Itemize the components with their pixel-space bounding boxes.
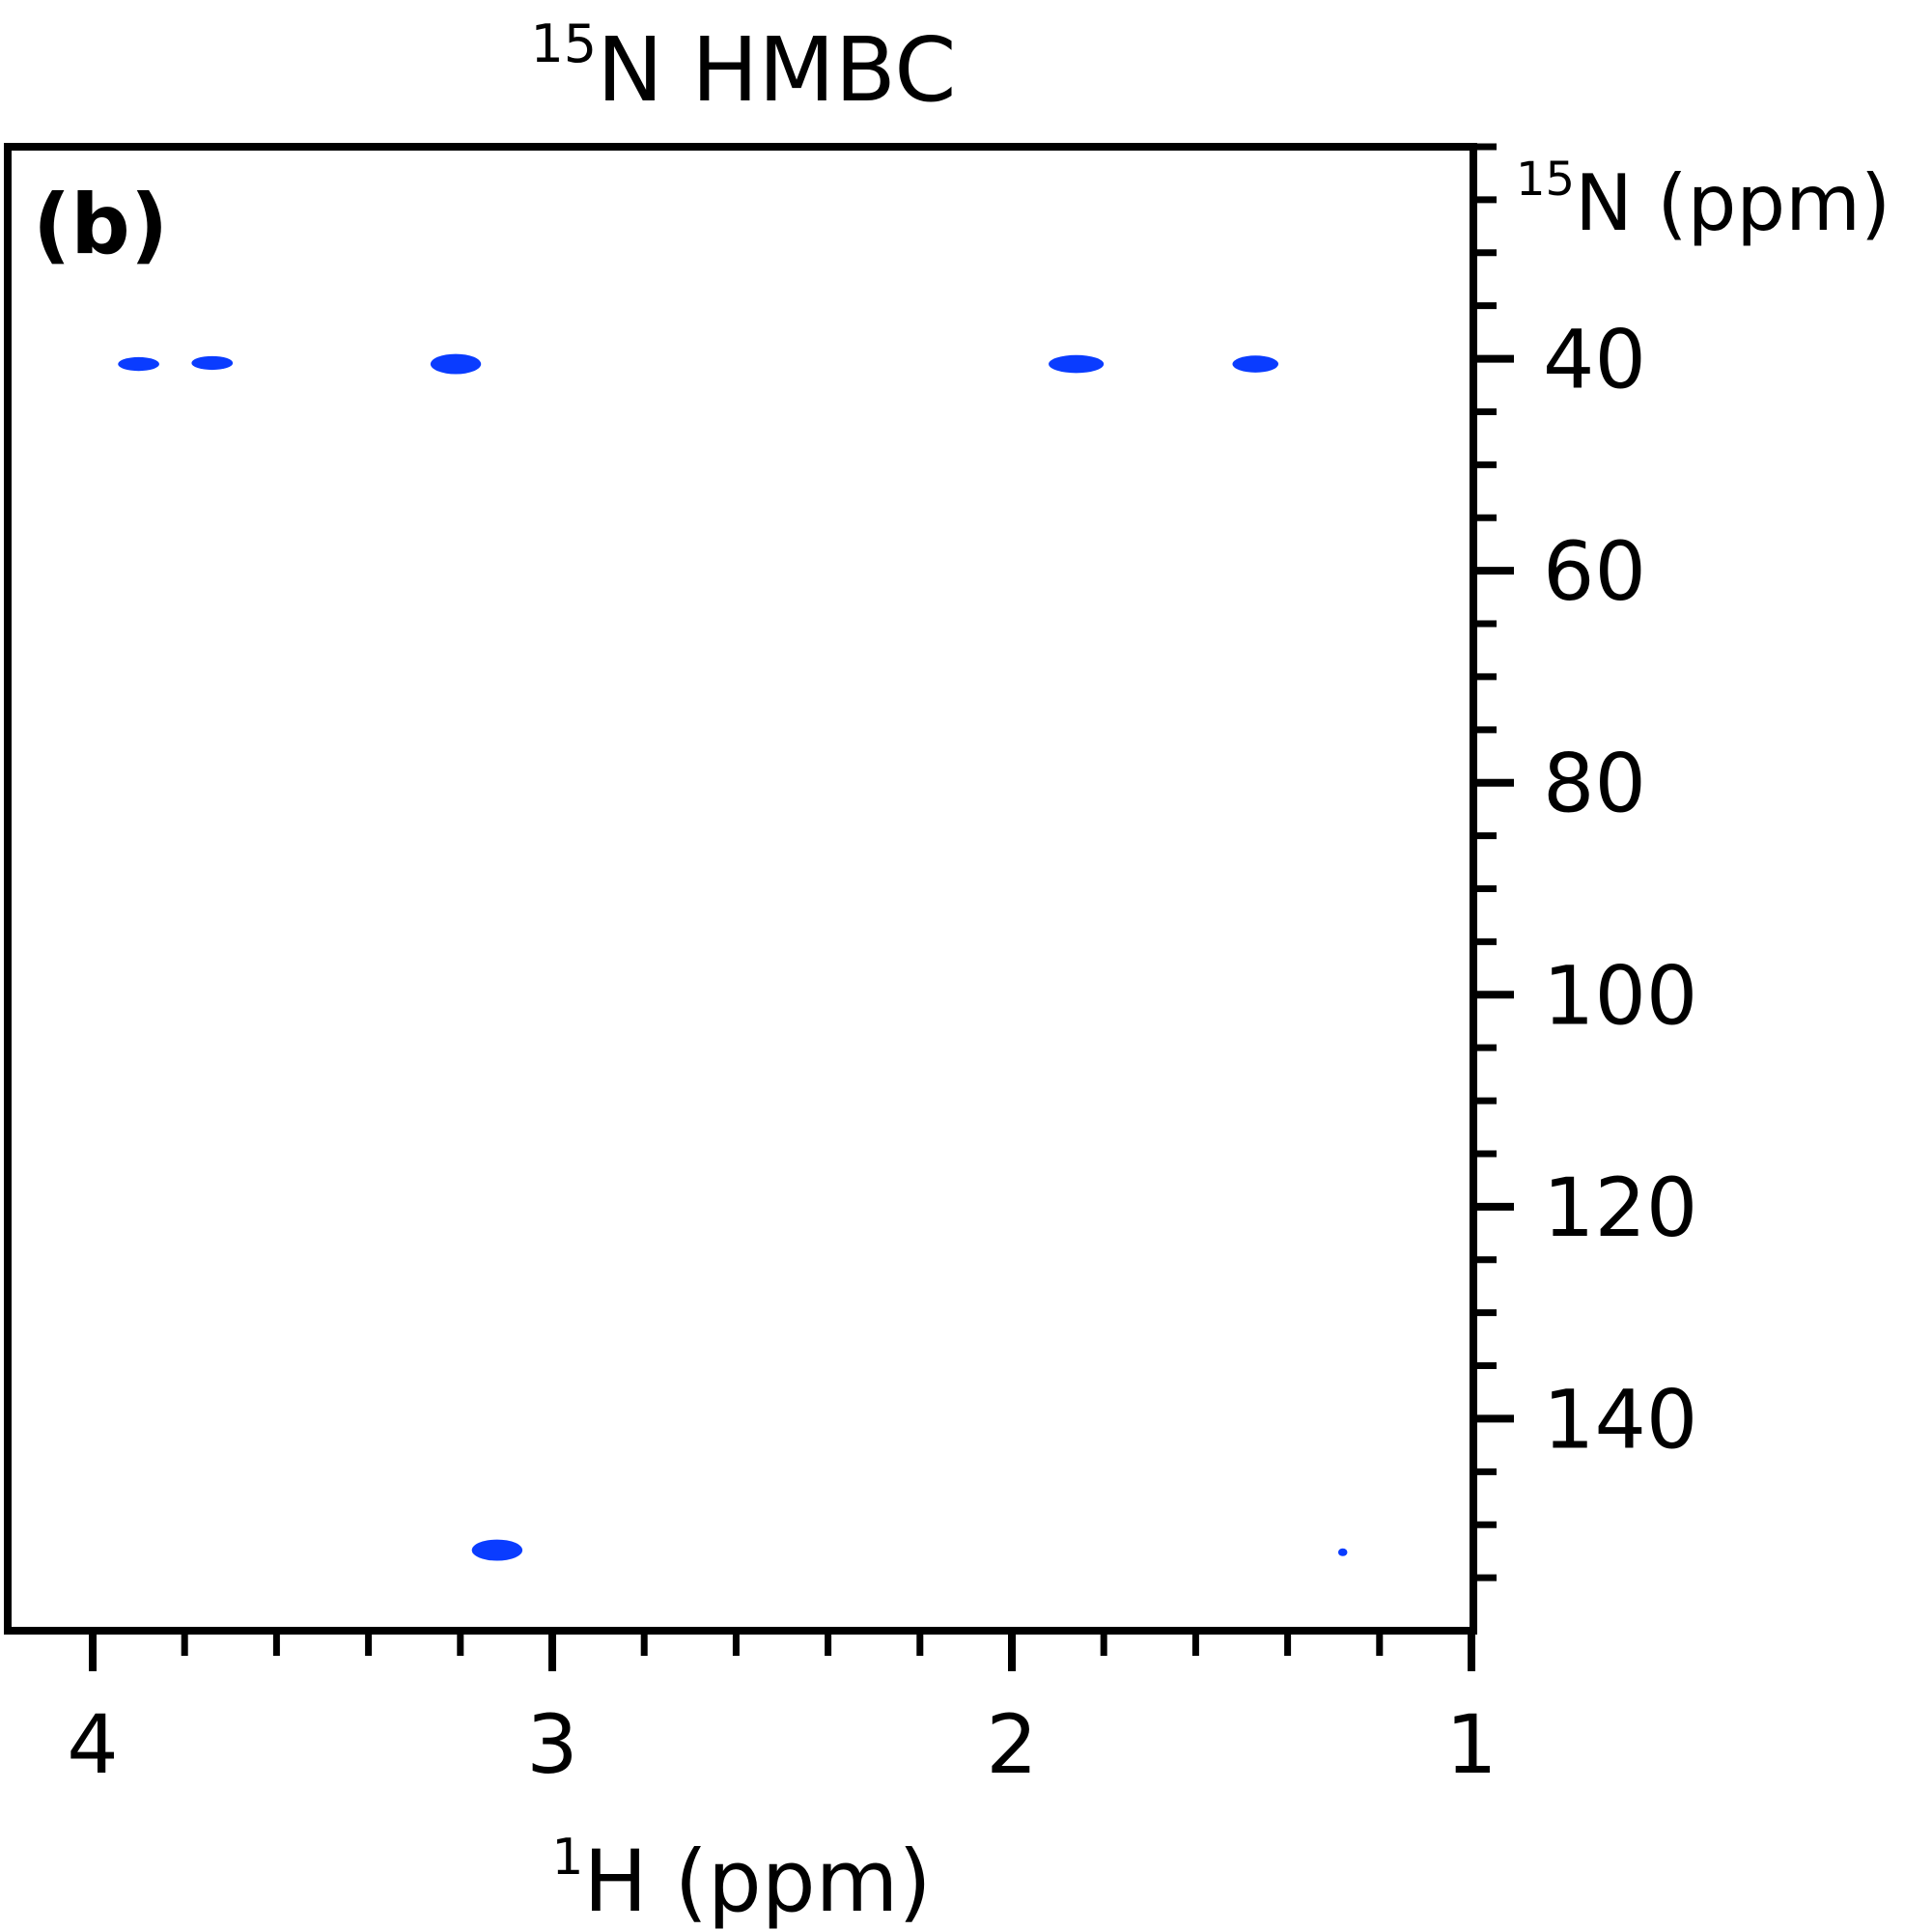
panel-label: (b) — [33, 177, 168, 273]
cross-peak — [1337, 1548, 1348, 1556]
x-label-main: H (ppm) — [583, 1832, 931, 1930]
y-tick-label: 60 — [1543, 524, 1646, 619]
y-tick-label: 40 — [1543, 313, 1646, 407]
chart-title: 15N HMBC — [530, 14, 956, 122]
x-tick-label: 2 — [986, 1697, 1037, 1792]
y-axis-label: 15N (ppm) — [1516, 153, 1890, 248]
y-axis: 40 60 80 100 120 140 — [1473, 143, 1697, 1581]
peaks-layer — [118, 353, 1348, 1561]
cross-peak — [1232, 355, 1279, 373]
cross-peak — [1049, 354, 1105, 374]
x-axis-label: 1H (ppm) — [551, 1829, 931, 1930]
y-tick-label: 140 — [1543, 1372, 1697, 1467]
title-superscript: 15 — [530, 14, 597, 74]
cross-peak — [430, 353, 482, 375]
x-tick-label: 1 — [1445, 1697, 1497, 1792]
cross-peak — [191, 355, 234, 371]
cross-peak — [471, 1539, 523, 1561]
y-label-main: N (ppm) — [1575, 158, 1890, 248]
x-label-superscript: 1 — [551, 1829, 583, 1887]
y-tick-label: 120 — [1543, 1161, 1697, 1255]
x-tick-label: 3 — [526, 1697, 577, 1792]
y-label-superscript: 15 — [1516, 153, 1575, 207]
cross-peak — [118, 356, 160, 372]
x-axis: 4 3 2 1 — [67, 1631, 1498, 1792]
y-tick-label: 100 — [1543, 948, 1697, 1043]
y-tick-label: 80 — [1543, 737, 1646, 831]
x-tick-label: 4 — [67, 1697, 118, 1792]
title-main: N HMBC — [597, 18, 956, 122]
